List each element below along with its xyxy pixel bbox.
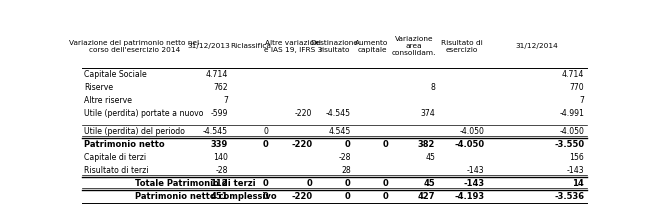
Text: 45: 45 — [423, 179, 436, 188]
Text: 382: 382 — [418, 140, 436, 149]
Text: -4.050: -4.050 — [454, 140, 484, 149]
Text: 45: 45 — [425, 153, 436, 162]
Text: -143: -143 — [567, 166, 584, 175]
Text: 0: 0 — [383, 179, 388, 188]
Text: 0: 0 — [263, 192, 269, 201]
Text: Riserve: Riserve — [84, 83, 113, 92]
Text: Risultato di
esercizio: Risultato di esercizio — [441, 40, 483, 53]
Text: 7: 7 — [223, 96, 228, 105]
Text: 0: 0 — [263, 179, 269, 188]
Text: 762: 762 — [213, 83, 228, 92]
Text: Aumento
capitale: Aumento capitale — [355, 40, 389, 53]
Text: -599: -599 — [211, 109, 228, 118]
Text: 7: 7 — [580, 96, 584, 105]
Text: 14: 14 — [572, 179, 584, 188]
Text: 770: 770 — [570, 83, 584, 92]
Text: 112: 112 — [211, 179, 228, 188]
Text: 31/12/2014: 31/12/2014 — [515, 43, 558, 50]
Text: 0: 0 — [263, 140, 269, 149]
Text: 8: 8 — [430, 83, 436, 92]
Text: -4.991: -4.991 — [559, 109, 584, 118]
Text: -220: -220 — [295, 109, 312, 118]
Text: 0: 0 — [345, 192, 351, 201]
Text: Altre variazioni
e IAS 19, IFRS 3: Altre variazioni e IAS 19, IFRS 3 — [264, 40, 322, 53]
Text: Totale Patrimonio di terzi: Totale Patrimonio di terzi — [134, 179, 255, 188]
Text: -4.545: -4.545 — [326, 109, 351, 118]
Text: 0: 0 — [345, 179, 351, 188]
Text: 339: 339 — [211, 140, 228, 149]
Text: 156: 156 — [570, 153, 584, 162]
Text: 427: 427 — [418, 192, 436, 201]
Text: 28: 28 — [341, 166, 351, 175]
Text: -28: -28 — [338, 153, 351, 162]
Text: -4.545: -4.545 — [203, 128, 228, 136]
Text: 374: 374 — [421, 109, 436, 118]
Text: -3.536: -3.536 — [554, 192, 584, 201]
Text: -3.550: -3.550 — [554, 140, 584, 149]
Text: Destinazione
risultato: Destinazione risultato — [310, 40, 358, 53]
Text: 0: 0 — [383, 140, 388, 149]
Text: 31/12/2013: 31/12/2013 — [188, 43, 230, 50]
Text: Altre riserve: Altre riserve — [84, 96, 132, 105]
Text: 0: 0 — [383, 192, 388, 201]
Text: 4.545: 4.545 — [329, 128, 351, 136]
Text: Utile (perdita) portate a nuovo: Utile (perdita) portate a nuovo — [84, 109, 203, 118]
Text: Capitale Sociale: Capitale Sociale — [84, 70, 147, 79]
Text: 4.714: 4.714 — [205, 70, 228, 79]
Text: Variazione
area
consolidam.: Variazione area consolidam. — [392, 37, 436, 57]
Text: Patrimonio netto complessivo: Patrimonio netto complessivo — [134, 192, 276, 201]
Text: Capitale di terzi: Capitale di terzi — [84, 153, 146, 162]
Text: -28: -28 — [216, 166, 228, 175]
Text: Risultato di terzi: Risultato di terzi — [84, 166, 149, 175]
Text: 0: 0 — [263, 128, 269, 136]
Text: -220: -220 — [291, 192, 312, 201]
Text: Riclassifica: Riclassifica — [230, 43, 271, 50]
Text: -4.050: -4.050 — [559, 128, 584, 136]
Text: -4.193: -4.193 — [454, 192, 484, 201]
Text: 4.714: 4.714 — [562, 70, 584, 79]
Text: -143: -143 — [467, 166, 484, 175]
Text: -4.050: -4.050 — [460, 128, 484, 136]
Text: -220: -220 — [291, 140, 312, 149]
Text: 140: 140 — [213, 153, 228, 162]
Text: -143: -143 — [463, 179, 484, 188]
Text: 0: 0 — [306, 179, 312, 188]
Text: Patrimonio netto: Patrimonio netto — [84, 140, 165, 149]
Text: 0: 0 — [345, 140, 351, 149]
Text: 451: 451 — [211, 192, 228, 201]
Text: Variazione del patrimonio netto nel
corso dell'esercizio 2014: Variazione del patrimonio netto nel cors… — [70, 40, 200, 53]
Text: Utile (perdita) del periodo: Utile (perdita) del periodo — [84, 128, 185, 136]
